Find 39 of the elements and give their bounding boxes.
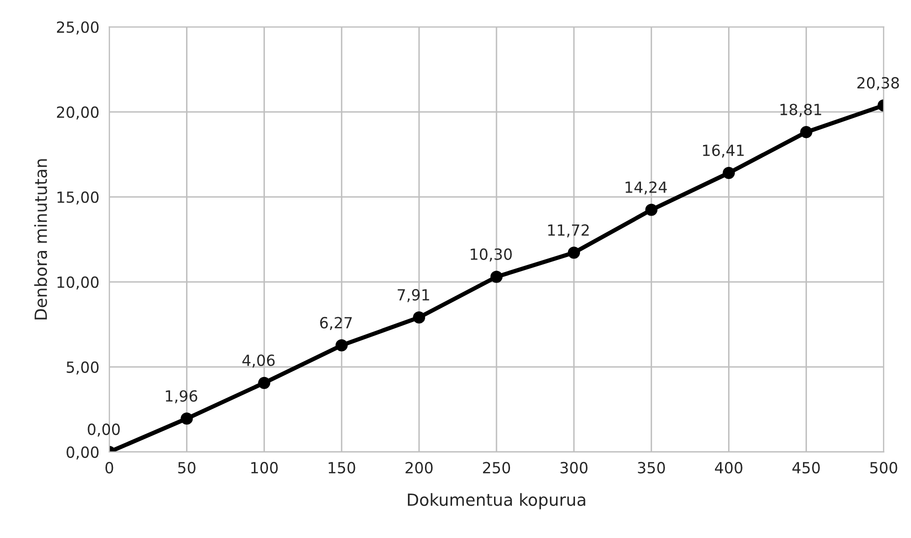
point [412,311,426,324]
x-axis-title: Dokumentua kopurua [408,493,586,510]
data-label: 14,24 [626,181,667,195]
x-tick-label: 350 [638,462,665,474]
x-tick-label: 100 [251,462,278,474]
x-tick-label: 150 [328,462,356,474]
y-tick-label: 0,00 [66,446,99,460]
x-tick-label: 500 [870,462,898,474]
point [258,376,270,389]
point [336,339,348,352]
data-label: 18,81 [780,104,822,117]
data-label: 1,96 [166,390,198,404]
y-tick-label: 5,00 [66,361,99,374]
x-tick-label: 50 [178,462,196,474]
point [568,246,580,259]
data-label: 20,38 [857,77,899,90]
x-tick-label: 0 [105,462,114,474]
y-tick-label: 15,00 [58,191,99,204]
data-label: 7,91 [398,289,430,302]
x-tick-label: 450 [792,462,820,474]
y-axis-title: Denbora minututan [34,159,48,320]
x-tick-label: 300 [560,462,588,474]
data-label: 10,30 [470,248,512,262]
data-label: 11,72 [548,224,589,238]
point [180,412,193,425]
x-tick-label: 250 [483,462,510,474]
data-label: 0,00 [88,424,120,437]
y-tick-label: 20,00 [56,106,99,120]
point [722,166,735,180]
point [645,204,658,216]
x-tick-label: 400 [714,462,742,474]
y-tick-label: 10,00 [58,276,99,290]
data-label: 4,06 [242,354,275,368]
point [800,126,812,138]
data-label: 16,41 [703,144,744,158]
x-tick-label: 200 [406,462,433,474]
point [490,270,503,283]
data-label: 6,27 [320,316,352,330]
y-tick-label: 25,00 [56,21,99,34]
